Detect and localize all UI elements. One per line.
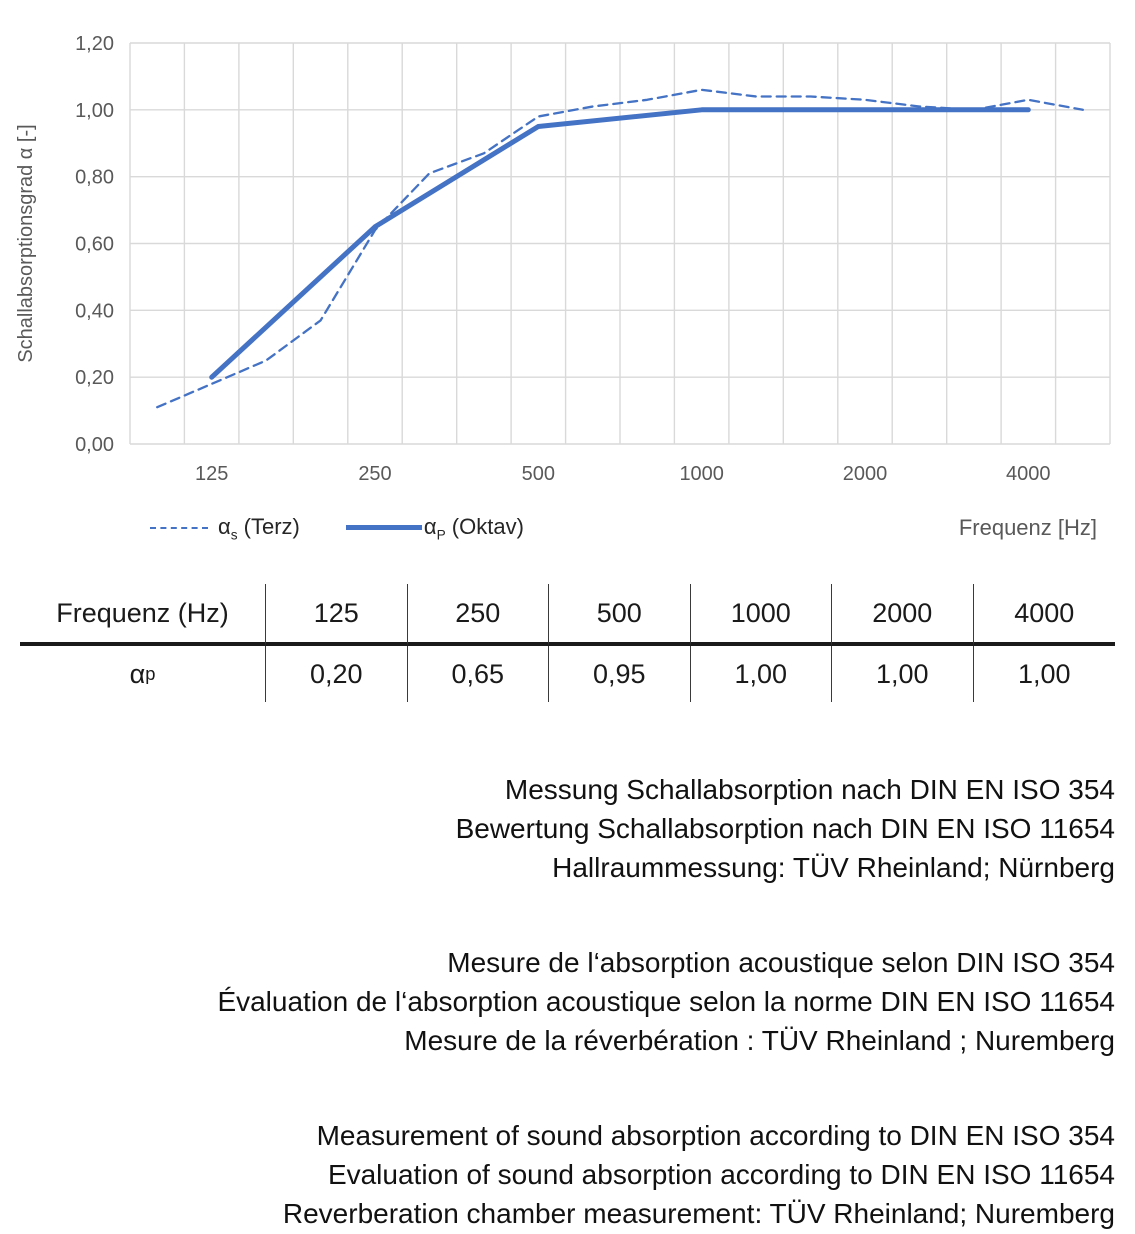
table-header-2000: 2000	[832, 584, 974, 646]
series-line-alpha-p-oktav	[209, 107, 1031, 380]
note-line: Bewertung Schallabsorption nach DIN EN I…	[455, 813, 1115, 844]
table-header-frequency: Frequenz (Hz)	[20, 584, 266, 646]
x-tick-label: 125	[195, 463, 228, 485]
table-value-4000: 1,00	[1017, 658, 1071, 689]
chart-footer: αs (Terz) αP (Oktav) Frequenz [Hz]	[0, 507, 1135, 549]
note-line: Hallraummessung: TÜV Rheinland; Nürnberg	[552, 852, 1115, 883]
table-header-125: 125	[266, 584, 408, 646]
x-tick-label: 500	[522, 463, 555, 485]
y-tick-label: 0,00	[75, 434, 114, 456]
note-line: Measurement of sound absorption accordin…	[316, 1120, 1115, 1151]
note-line: Mesure de la réverbération : TÜV Rheinla…	[404, 1025, 1115, 1056]
note-block-english: Measurement of sound absorption accordin…	[20, 1116, 1115, 1233]
x-axis-title: Frequenz [Hz]	[958, 515, 1097, 540]
table-header-4000: 4000	[973, 584, 1115, 646]
chart-plot-area: 0,00 0,20 0,40 0,60 0,80 1,00 1,20 125 250 500 100…	[0, 0, 1135, 497]
table-header-250: 250	[407, 584, 549, 646]
absorption-value-table: Frequenz (Hz) 125 250 500 1000 2000 4000…	[20, 584, 1115, 702]
sound-absorption-chart: 0,00 0,20 0,40 0,60 0,80 1,00 1,20 125 250 500 100…	[0, 0, 1135, 549]
series-line-alpha-s-terz	[156, 88, 1084, 409]
table-value-125: 0,20	[266, 646, 408, 702]
note-line: Messung Schallabsorption nach DIN EN ISO…	[504, 774, 1115, 805]
y-tick-label: 0,60	[75, 234, 114, 256]
y-tick-label: 0,40	[75, 300, 114, 322]
table-value-2000: 1,00	[832, 646, 974, 702]
x-tick-label: 4000	[1006, 463, 1051, 485]
y-tick-label: 0,80	[75, 167, 114, 189]
chart-legend: αs (Terz) αP (Oktav)	[150, 514, 524, 542]
solid-line-sample	[345, 525, 422, 531]
legend-label-alpha-s: αs (Terz)	[218, 513, 300, 543]
chart-svg: 0,00 0,20 0,40 0,60 0,80 1,00 1,20 125 250 500 100…	[15, 33, 1111, 485]
note-line: Evaluation of sound absorption according…	[327, 1159, 1115, 1190]
y-axis-title: Schallabsorptionsgrad α [-]	[15, 124, 37, 362]
table-header-500: 500	[549, 584, 691, 646]
table-value-500: 0,95	[549, 646, 691, 702]
note-line: Mesure de l‘absorption acoustique selon …	[447, 947, 1115, 978]
measurement-notes: Messung Schallabsorption nach DIN EN ISO…	[20, 770, 1115, 1233]
y-tick-label: 1,20	[75, 33, 114, 55]
dashed-line-sample	[150, 526, 208, 529]
x-tick-label: 1000	[679, 463, 724, 485]
note-block-german: Messung Schallabsorption nach DIN EN ISO…	[20, 770, 1115, 887]
table-value-250: 0,65	[408, 646, 549, 702]
legend-label-alpha-p: αP (Oktav)	[423, 513, 524, 543]
x-tick-label: 250	[358, 463, 391, 485]
note-block-french: Mesure de l‘absorption acoustique selon …	[20, 943, 1115, 1060]
table-header-1000: 1000	[690, 584, 832, 646]
legend-item-alpha-s-terz: αs (Terz)	[150, 514, 300, 542]
note-line: Évaluation de l‘absorption acoustique se…	[217, 986, 1115, 1017]
legend-item-alpha-p-oktav: αP (Oktav)	[345, 513, 524, 543]
y-tick-label: 0,20	[75, 367, 114, 389]
x-tick-label: 2000	[843, 463, 888, 485]
y-tick-label: 1,00	[75, 100, 114, 122]
table-value-1000: 1,00	[691, 646, 832, 702]
note-line: Reverberation chamber measurement: TÜV R…	[282, 1198, 1115, 1229]
